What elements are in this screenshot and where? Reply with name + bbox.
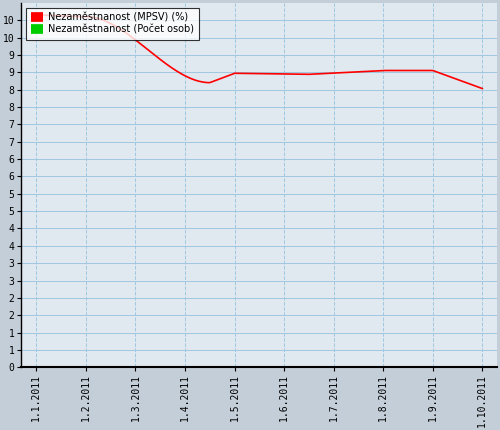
Legend: Nezaměstnanost (MPSV) (%), Nezaměstnanost (Počet osob): Nezaměstnanost (MPSV) (%), Nezaměstnanos… (26, 8, 198, 40)
